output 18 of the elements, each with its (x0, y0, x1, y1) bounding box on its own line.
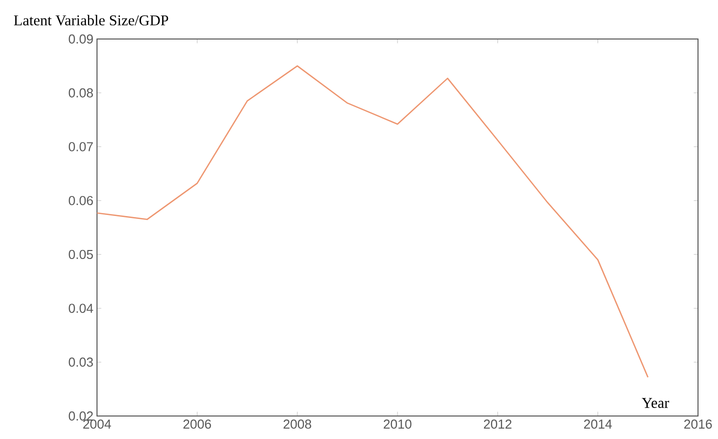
x-tick-label: 2010 (384, 420, 412, 429)
y-tick-label: 0.03 (68, 358, 93, 367)
x-tick-label: 2004 (83, 420, 112, 429)
x-tick-label: 2012 (484, 420, 512, 429)
y-axis-title: Latent Variable Size/GDP (14, 14, 168, 26)
x-tick-label: 2006 (183, 420, 212, 429)
y-tick-label: 0.07 (68, 142, 93, 152)
x-tick-label: 2014 (584, 420, 612, 429)
y-tick-label: 0.02 (68, 411, 93, 421)
y-tick-label: 0.04 (68, 304, 94, 313)
x-axis-title: Year (642, 398, 670, 408)
x-tick-label: 2016 (684, 420, 712, 429)
y-tick-label: 0.06 (68, 196, 93, 206)
line-series (97, 65, 649, 378)
y-tick-label: 0.08 (68, 88, 93, 98)
y-tick-label: 0.09 (68, 34, 93, 44)
y-tick-label: 0.05 (68, 250, 93, 260)
x-tick-label: 2008 (284, 420, 312, 429)
